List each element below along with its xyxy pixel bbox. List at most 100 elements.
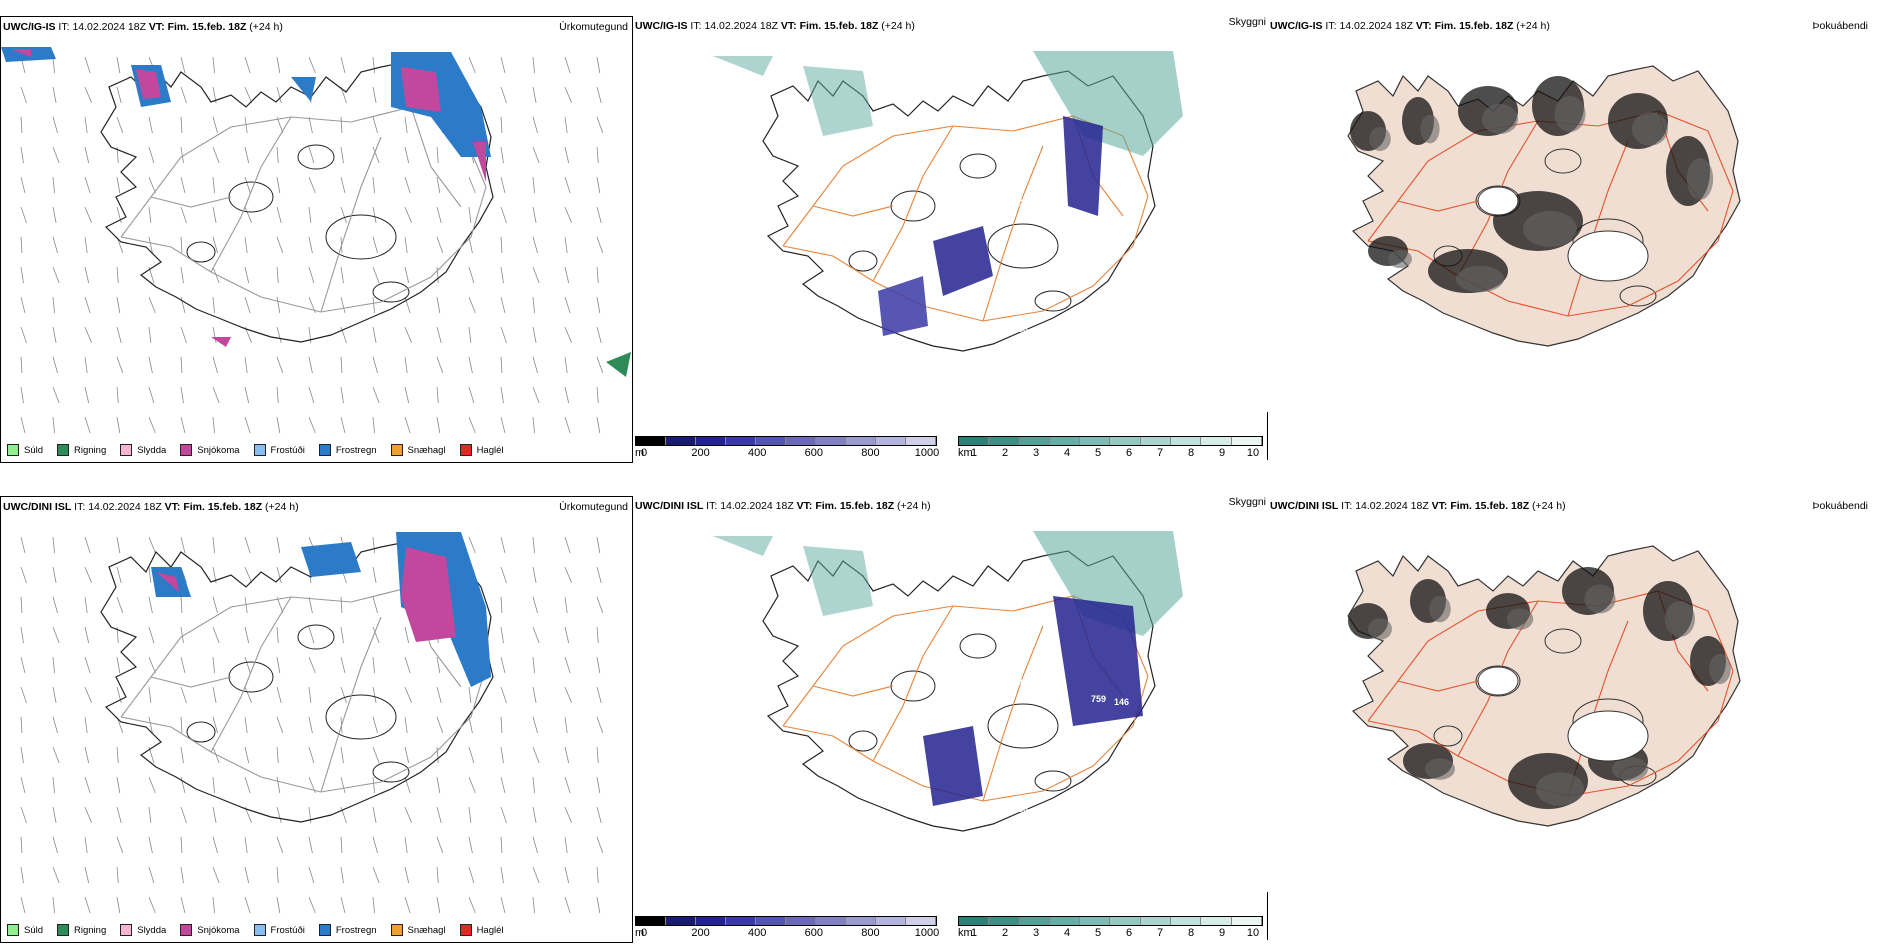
colorbar-strip [958, 436, 1263, 446]
colorbar-cell [906, 917, 936, 925]
legend-item: Rigning [57, 924, 106, 936]
colorbar-cell [666, 917, 696, 925]
colorbar-tick-label: 0 [640, 447, 648, 459]
colorbar-cell [696, 917, 726, 925]
colorbar-unit: m [635, 927, 645, 939]
colorbar-tick-label: 600 [804, 927, 823, 939]
panel-header: UWC/DINI ISL IT: 14.02.2024 18Z VT: Fim.… [635, 500, 931, 512]
legend-label: Haglél [476, 444, 504, 456]
wind-barbs [20, 536, 604, 914]
colorbar-tick-label: 3 [1032, 447, 1040, 459]
legend-item: Haglél [459, 444, 504, 456]
cloudbase-value-label: 57 [1009, 358, 1019, 368]
colorbar-cell [1171, 917, 1202, 925]
colorbar-unit: km [958, 927, 973, 939]
legend-label: Rigning [74, 444, 107, 456]
colorbar-tick-label: 6 [1125, 447, 1133, 459]
colorbar-ticks: m 0 200 400 600 800 1000 [635, 926, 939, 940]
cloudbase-value-label: 984 [883, 636, 898, 646]
colorbar-cell [1140, 437, 1172, 445]
colorbar-tick-label: 6 [1125, 927, 1133, 939]
precip-type-panel-bottom: UWC/DINI ISL IT: 14.02.2024 18Z VT: Fim.… [0, 496, 633, 943]
legend-item: Súld [7, 444, 43, 456]
colorbar-tick-label: 10 [1246, 927, 1260, 939]
colorbar-tick-label: 9 [1218, 447, 1226, 459]
cloudbase-value-label: 598 [883, 156, 898, 166]
cloudbase-value-label: 873 [923, 184, 938, 194]
cloudbase-value-label: 104 [1142, 238, 1157, 248]
cloudbase-value-label: 759 [1091, 694, 1106, 704]
cloudbase-value-label: 125 [1134, 746, 1149, 756]
legend-label: Snjókoma [197, 444, 240, 456]
cloudbase-value-label: 141 [1142, 718, 1157, 728]
legend-swatch [7, 444, 19, 456]
colorbar-tick-label: 1 [970, 927, 978, 939]
cloudbase-value-label: 110 [1062, 856, 1077, 866]
colorbar-tick-label: 600 [804, 447, 823, 459]
colorbar-cell [1231, 917, 1262, 925]
colorbar-cell [1171, 437, 1202, 445]
visibility-title: Skyggni [1228, 16, 1266, 28]
legend-swatch [390, 924, 403, 936]
precip-type-title: Úrkomutegund [559, 21, 628, 33]
legend-item: Haglél [459, 924, 504, 936]
legend-item: Snæhagl [390, 924, 446, 936]
colorbar-cell [1049, 437, 1081, 445]
colorbar-ticks: km 1 2 3 4 5 6 7 8 9 10 [958, 446, 1263, 460]
legend-swatch [253, 444, 266, 456]
legend-swatch [57, 444, 70, 456]
colorbar-cell [696, 437, 726, 445]
cloudbase-value-label: 82 [930, 806, 940, 816]
legend-label: Snæhagl [407, 444, 446, 456]
fog-map [1347, 545, 1741, 827]
colorbar-tick-label: 8 [1187, 927, 1195, 939]
colorbar-cell [876, 437, 906, 445]
legend-label: Frostregn [335, 924, 377, 936]
cloudbase-value-label: 385 [843, 628, 858, 638]
legend-item: Frostúði [253, 444, 305, 456]
legend-item: Frostúði [253, 924, 305, 936]
fog-title: Þokuábendi [1812, 20, 1868, 32]
iceland-outline [100, 532, 494, 823]
legend-label: Rigning [74, 924, 107, 936]
precip-map [20, 532, 604, 914]
cloudbase-value-label: 470 [1091, 793, 1106, 803]
cloudbase-value-label: 683 [923, 664, 938, 674]
colorbar-ticks: km 1 2 3 4 5 6 7 8 9 10 [958, 926, 1263, 940]
fog-panel-bottom: UWC/DINI ISL IT: 14.02.2024 18Z VT: Fim.… [1268, 496, 1900, 943]
cloudbase-value-label: 133 [1015, 198, 1030, 208]
colorbar-tick-label: 5 [1094, 447, 1102, 459]
legend-label: Snjókoma [197, 924, 240, 936]
cloudbase-value-label: 829 [1002, 672, 1017, 682]
colorbar-tick-label: 7 [1156, 927, 1164, 939]
cloudbase-value-label: 640 [1002, 192, 1017, 202]
colorbar-cell [846, 917, 876, 925]
colorbar-tick-label: 1000 [914, 447, 940, 459]
visibility-colorbar: km 1 2 3 4 5 6 7 8 9 10 [958, 436, 1263, 460]
colorbar-tick-label: 1 [970, 447, 978, 459]
panel-header: UWC/DINI ISL IT: 14.02.2024 18Z VT: Fim.… [3, 501, 299, 513]
colorbar-cell [786, 917, 816, 925]
cloudbase-value-label: 93 [930, 326, 940, 336]
colorbar-cell [636, 917, 666, 925]
panel-header: UWC/IG-IS IT: 14.02.2024 18Z VT: Fim. 15… [635, 20, 915, 32]
colorbar-cell [1080, 917, 1111, 925]
cloudbase-value-label: 146 [1114, 697, 1129, 707]
cloudbase-value-label: 25 [976, 372, 986, 382]
iceland-outline [1347, 545, 1741, 827]
precip-legend: Súld Rigning Slydda Snjókoma Frostúði Frostre… [7, 444, 504, 456]
colorbar-cell [1140, 917, 1172, 925]
iceland-outline [1347, 65, 1741, 347]
colorbar-tick-label: 4 [1063, 447, 1071, 459]
legend-item: Frostregn [318, 924, 377, 936]
colorbar-cell [959, 437, 990, 445]
colorbar-tick-label: 5 [1094, 927, 1102, 939]
legend-swatch [180, 924, 193, 936]
colorbar-strip [635, 436, 937, 446]
legend-swatch [120, 924, 133, 936]
legend-swatch [459, 444, 472, 456]
precip-type-title: Úrkomutegund [559, 501, 628, 513]
